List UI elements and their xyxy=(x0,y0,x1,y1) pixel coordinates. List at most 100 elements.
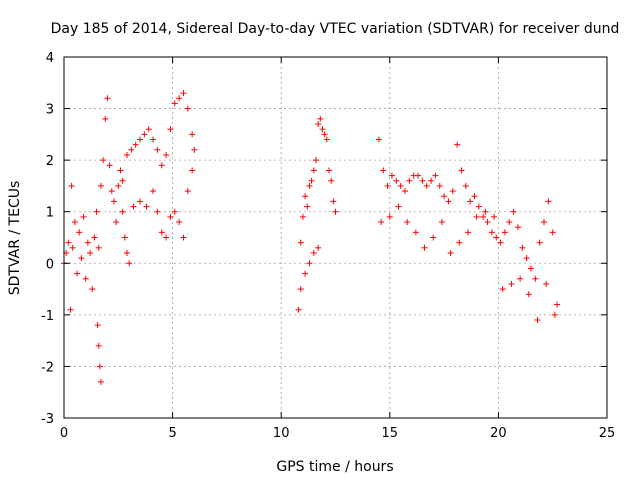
data-point-marker xyxy=(534,317,541,324)
data-point-marker xyxy=(76,229,83,236)
data-point-marker xyxy=(141,131,148,138)
y-tick-label: 2 xyxy=(46,154,54,169)
data-point-marker xyxy=(510,208,517,215)
data-point-marker xyxy=(467,198,474,205)
data-point-marker xyxy=(312,157,319,164)
data-point-marker xyxy=(100,157,107,164)
data-point-marker xyxy=(119,208,126,215)
data-point-marker xyxy=(491,213,498,220)
data-point-marker xyxy=(375,136,382,143)
data-point-marker xyxy=(132,141,139,148)
data-point-marker xyxy=(154,208,161,215)
data-point-marker xyxy=(106,162,113,169)
data-point-marker xyxy=(482,208,489,215)
data-point-marker xyxy=(302,270,309,277)
data-point-marker xyxy=(95,244,102,251)
data-point-marker xyxy=(464,229,471,236)
data-point-marker xyxy=(506,219,513,226)
data-point-marker xyxy=(315,244,322,251)
data-point-marker xyxy=(110,198,117,205)
data-point-marker xyxy=(473,213,480,220)
x-tick-label: 15 xyxy=(382,426,399,441)
series-segment-c-lower xyxy=(297,244,322,293)
data-point-marker xyxy=(304,203,311,210)
data-point-marker xyxy=(554,301,561,308)
data-point-marker xyxy=(74,270,81,277)
data-point-marker xyxy=(80,213,87,220)
data-point-marker xyxy=(171,208,178,215)
y-tick-label: 3 xyxy=(46,103,54,118)
data-point-marker xyxy=(445,198,452,205)
data-point-marker xyxy=(299,213,306,220)
data-point-marker xyxy=(130,203,137,210)
data-point-marker xyxy=(69,244,76,251)
data-point-marker xyxy=(462,182,469,189)
data-point-marker xyxy=(497,239,504,246)
data-point-marker xyxy=(545,198,552,205)
data-point-marker xyxy=(93,208,100,215)
data-point-marker xyxy=(145,126,152,133)
data-point-marker xyxy=(508,280,515,287)
data-point-marker xyxy=(102,115,109,122)
data-point-marker xyxy=(171,100,178,107)
data-point-marker xyxy=(97,378,104,385)
data-point-marker xyxy=(306,182,313,189)
data-point-marker xyxy=(406,177,413,184)
data-point-marker xyxy=(189,167,196,174)
y-tick-label: -1 xyxy=(41,309,54,324)
data-point-marker xyxy=(421,244,428,251)
data-point-marker xyxy=(325,167,332,174)
series-segment-b-lower xyxy=(130,167,196,241)
series-segment-d-lower xyxy=(378,203,558,324)
data-point-marker xyxy=(167,213,174,220)
data-point-marker xyxy=(163,234,170,241)
data-point-marker xyxy=(378,219,385,226)
x-tick-label: 0 xyxy=(60,426,68,441)
y-tick-label: 4 xyxy=(46,51,54,66)
data-point-marker xyxy=(393,177,400,184)
data-point-marker xyxy=(395,203,402,210)
data-point-marker xyxy=(404,219,411,226)
data-point-marker xyxy=(432,172,439,179)
data-point-marker xyxy=(415,172,422,179)
data-point-marker xyxy=(319,126,326,133)
series-segment-a-drop xyxy=(94,322,104,385)
data-point-marker xyxy=(163,151,170,158)
data-point-marker xyxy=(456,239,463,246)
data-point-marker xyxy=(488,229,495,236)
data-point-marker xyxy=(493,234,500,241)
chart-title: Day 185 of 2014, Sidereal Day-to-day VTE… xyxy=(51,21,620,37)
data-point-marker xyxy=(191,146,198,153)
data-point-marker xyxy=(449,188,456,195)
data-point-marker xyxy=(532,275,539,282)
x-tick-label: 20 xyxy=(490,426,507,441)
data-point-marker xyxy=(126,260,133,267)
series-segment-d xyxy=(375,136,561,308)
data-point-marker xyxy=(82,275,89,282)
data-point-marker xyxy=(176,219,183,226)
data-point-marker xyxy=(484,219,491,226)
data-markers xyxy=(61,90,561,385)
data-point-marker xyxy=(137,198,144,205)
data-point-marker xyxy=(430,234,437,241)
series-segment-c xyxy=(295,115,339,313)
data-point-marker xyxy=(115,182,122,189)
data-point-marker xyxy=(436,182,443,189)
data-point-marker xyxy=(386,213,393,220)
y-tick-label: 0 xyxy=(46,257,54,272)
data-point-marker xyxy=(551,311,558,318)
data-point-marker xyxy=(310,167,317,174)
x-tick-label: 10 xyxy=(273,426,290,441)
data-point-marker xyxy=(150,188,157,195)
data-point-marker xyxy=(315,121,322,128)
data-point-marker xyxy=(84,239,91,246)
x-tick-label: 5 xyxy=(168,426,176,441)
data-point-marker xyxy=(419,177,426,184)
data-point-marker xyxy=(458,167,465,174)
data-point-marker xyxy=(501,229,508,236)
data-point-marker xyxy=(96,363,103,370)
data-point-marker xyxy=(523,255,530,262)
data-point-marker xyxy=(180,234,187,241)
data-point-marker xyxy=(78,255,85,262)
data-point-marker xyxy=(68,182,75,189)
